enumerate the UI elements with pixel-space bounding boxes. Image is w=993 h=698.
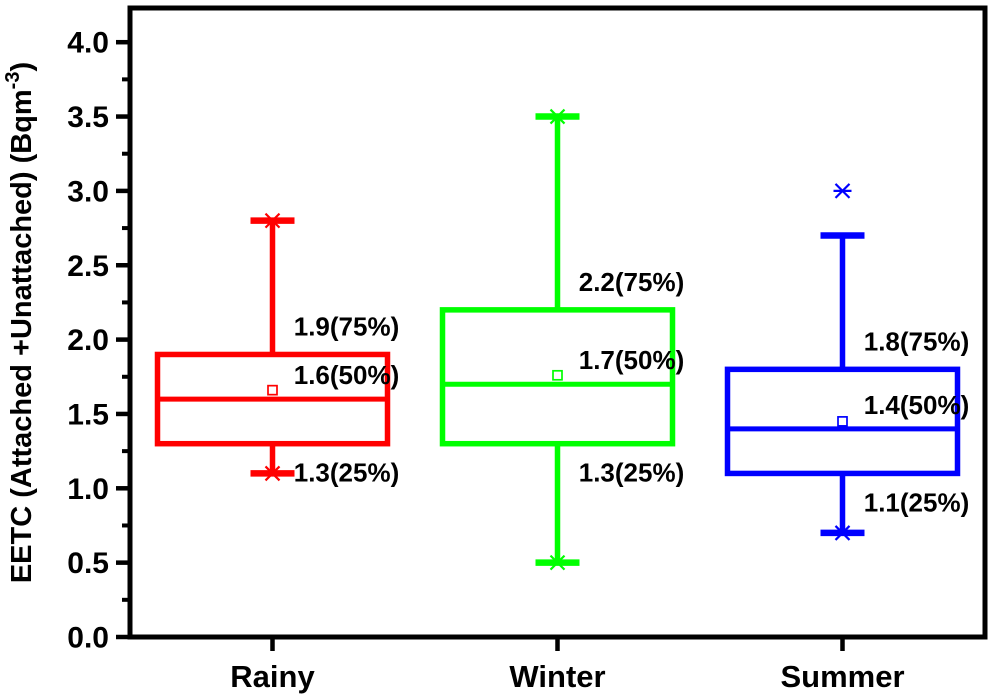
winter-iqr-box [439,307,676,447]
y-tick-label: 2.0 [67,324,109,357]
x-category-label-winter: Winter [509,659,605,694]
winter-q3-label: 2.2(75%) [579,267,685,297]
winter-extreme-marker [548,554,567,571]
y-tick-label: 3.5 [67,101,109,134]
rainy-extreme-marker [263,465,282,482]
winter-median-label: 1.7(50%) [579,345,685,375]
rainy-mean-marker [267,384,278,396]
y-tick-label: 0.5 [67,547,109,580]
y-tick-label: 1.5 [67,398,109,431]
y-tick-label: 4.0 [67,27,109,60]
y-tick-label: 1.0 [67,473,109,506]
y-tick-label: 3.0 [67,175,109,208]
summer-extreme-marker [833,525,852,541]
rainy-median-label: 1.6(50%) [294,360,400,390]
summer-q3-label: 1.8(75%) [864,326,970,356]
y-tick-label: 0.0 [67,622,109,655]
box-group-rainy: 1.9(75%) 1.6(50%) 1.3(25%) [154,212,400,488]
winter-mean-marker [552,369,563,381]
rainy-q3-label: 1.9(75%) [294,311,400,341]
summer-mean-marker [837,416,848,427]
plot-frame [127,5,988,640]
winter-extreme-marker [548,108,567,125]
summer-outlier-marker [833,183,852,199]
y-tick-label: 2.5 [67,250,109,283]
rainy-q1-label: 1.3(25%) [294,458,400,488]
y-axis-title: EETC (Attached +Unattached) (Bqm-3) [2,62,38,583]
box-group-summer: 1.8(75%) 1.4(50%) 1.1(25%) [724,183,970,541]
rainy-extreme-marker [263,212,282,229]
summer-iqr-box [724,366,961,477]
summer-median-label: 1.4(50%) [864,390,970,420]
x-category-label-rainy: Rainy [230,659,315,694]
winter-q1-label: 1.3(25%) [579,458,685,488]
summer-q1-label: 1.1(25%) [864,487,970,517]
x-category-label-summer: Summer [780,659,904,694]
box-group-winter: 2.2(75%) 1.7(50%) 1.3(25%) [439,108,685,571]
